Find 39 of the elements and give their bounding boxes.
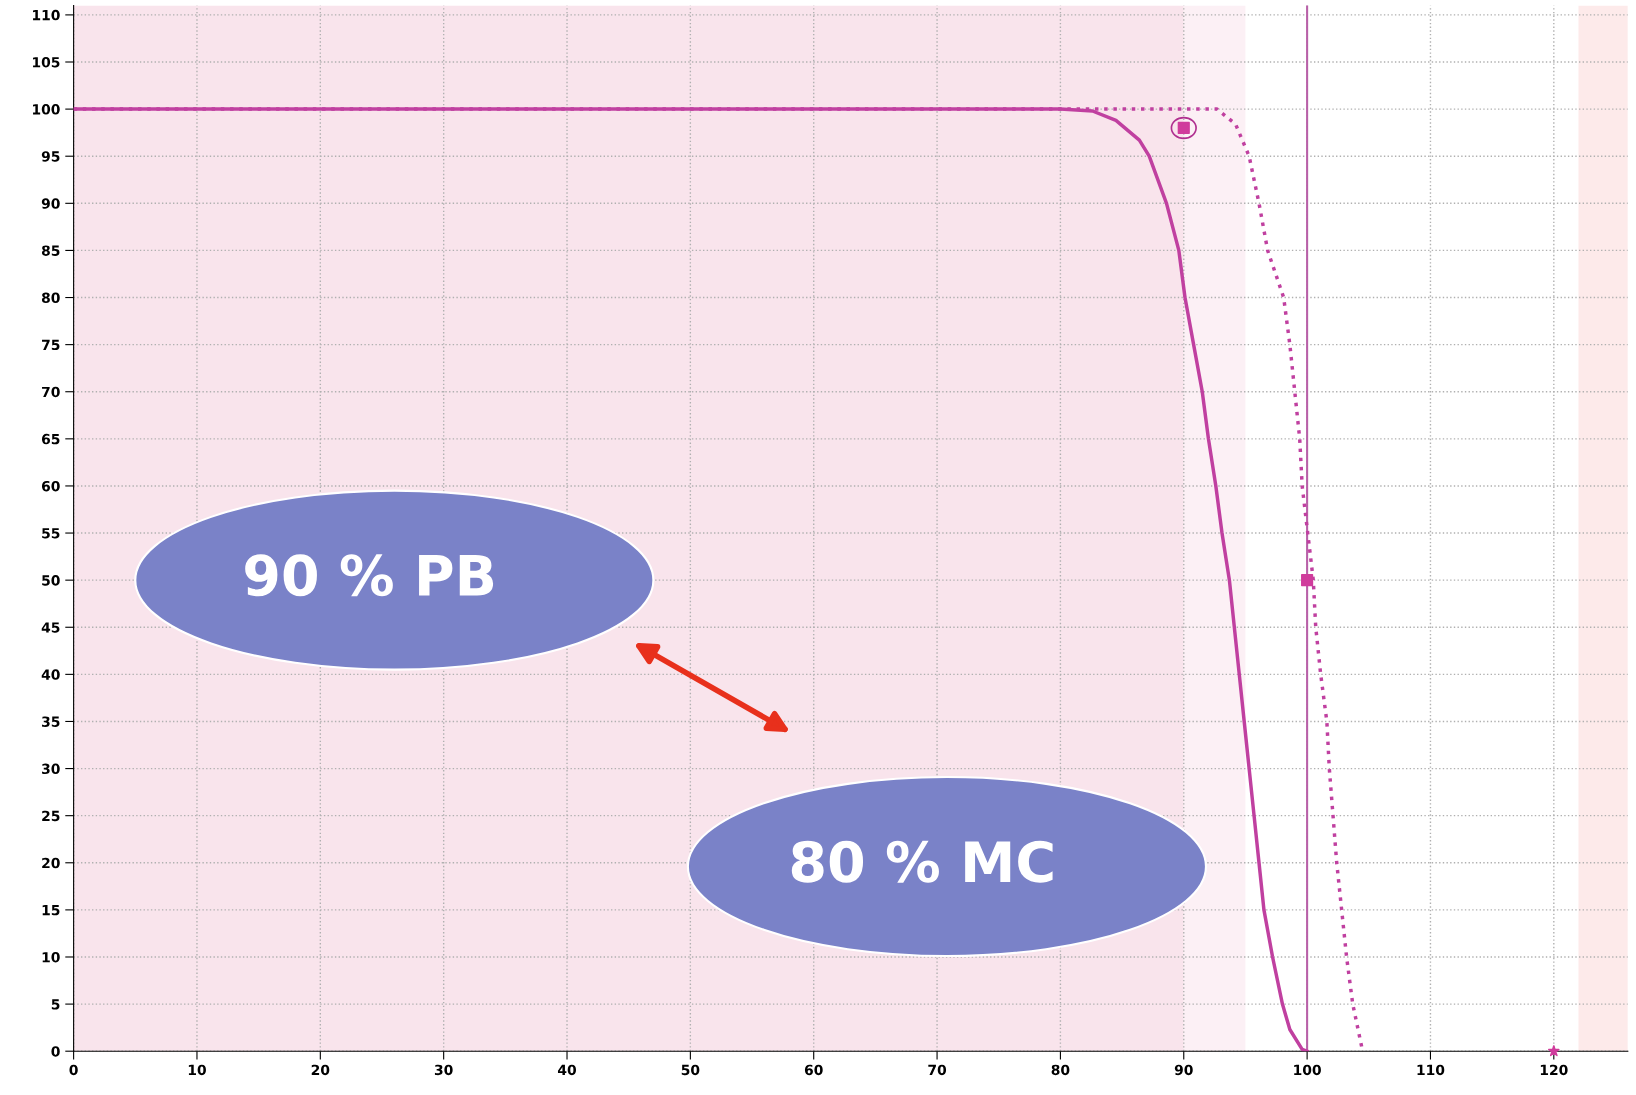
y-tick-label: 70 [42, 386, 60, 398]
annotation: 90 % PB [245, 554, 494, 597]
y-tick-label: 0 [51, 1046, 60, 1057]
y-tick-label: 30 [42, 763, 60, 775]
y-tick-label: 60 [41, 480, 60, 492]
y-tick-label: 100 [33, 104, 60, 115]
x-tick-label: 60 [804, 1064, 823, 1076]
x-tick-label: 70 [928, 1064, 947, 1076]
y-tick-label: 50 [42, 575, 60, 586]
x-tick-label: 120 [1540, 1064, 1568, 1076]
x-tick-label: 30 [434, 1064, 453, 1076]
y-tick-label: 80 [41, 292, 60, 303]
y-tick-label: 90 [41, 198, 60, 209]
y-tick-label: 85 [41, 245, 60, 256]
x-tick-label: 10 [188, 1064, 206, 1076]
y-tick-label: 95 [41, 151, 60, 162]
x-tick-label: 50 [681, 1064, 700, 1076]
y-tick-label: 35 [42, 716, 60, 727]
y-tick-label: 45 [41, 622, 60, 633]
point [1547, 1045, 1560, 1057]
y-tick-label: 5 [51, 999, 60, 1010]
y-tick-label: 55 [42, 528, 60, 539]
y-tick-label: 20 [42, 857, 60, 869]
x-tick-label: 0 [69, 1064, 78, 1076]
y-tick-label: 10 [42, 951, 60, 963]
x-tick-label: 110 [1417, 1064, 1445, 1076]
y-tick-label: 65 [41, 433, 60, 445]
y-tick-label: 15 [42, 905, 60, 916]
y-tick-label: 25 [42, 810, 60, 822]
x-tick-label: 100 [1294, 1064, 1321, 1076]
x-tick-label: 40 [557, 1064, 577, 1076]
x-tick-label: 80 [1051, 1064, 1070, 1076]
y-tick-label: 110 [33, 9, 60, 21]
y-tick-label: 105 [33, 56, 60, 68]
y-tick-label: 40 [41, 669, 60, 680]
annotation: 80 % MC [791, 840, 1053, 883]
x-tick-label: 20 [311, 1064, 330, 1076]
y-tick-label: 75 [42, 339, 60, 351]
x-tick-label: 90 [1174, 1064, 1193, 1076]
